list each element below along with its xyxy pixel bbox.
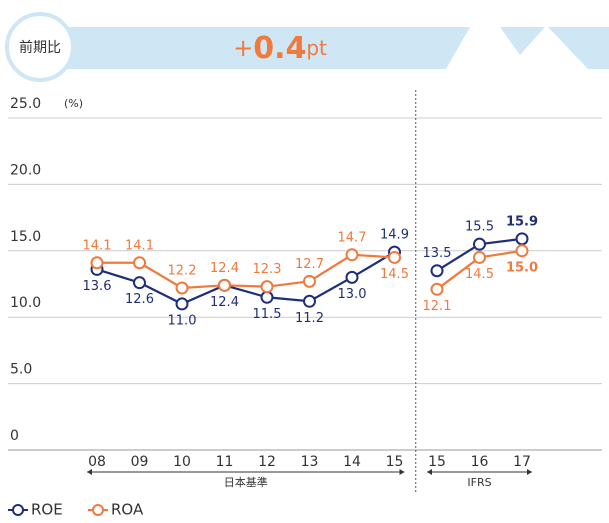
- data-label: 13.0: [338, 287, 367, 302]
- header: 前期比 +0.4pt: [5, 12, 609, 82]
- x-tick-label: 13: [301, 454, 319, 470]
- marker: [175, 297, 189, 311]
- data-label: 11.5: [253, 307, 282, 322]
- marker: [260, 280, 274, 294]
- legend-label: ROA: [111, 501, 144, 519]
- data-label: 12.1: [423, 299, 452, 314]
- banner: [40, 27, 485, 69]
- data-label: 15.5: [465, 220, 494, 235]
- data-label: 14.1: [125, 238, 154, 253]
- data-label: 12.6: [125, 292, 154, 307]
- x-tick-label: 17: [513, 454, 531, 470]
- group-label: 日本基準: [224, 475, 268, 489]
- arrow: [527, 469, 532, 475]
- y-tick-label: 5.0: [10, 362, 32, 378]
- x-tick-label: 16: [471, 454, 489, 470]
- marker: [90, 256, 104, 270]
- data-label: 14.9: [380, 228, 409, 243]
- marker: [133, 276, 146, 290]
- x-tick-label: 15: [428, 454, 446, 470]
- data-label: 13.6: [83, 279, 112, 294]
- marker: [175, 281, 189, 295]
- marker: [515, 232, 529, 246]
- value: 0.4: [253, 31, 306, 66]
- line: [96, 251, 396, 306]
- data-label: 15.0: [506, 260, 538, 275]
- marker: [303, 294, 316, 308]
- x-tick-label: 09: [131, 454, 149, 470]
- legend-label: ROE: [31, 501, 63, 519]
- x-tick-label: 10: [173, 454, 191, 470]
- marker: [345, 248, 359, 262]
- marker: [473, 237, 486, 251]
- badge-text: 前期比: [19, 39, 61, 56]
- marker: [473, 250, 486, 264]
- badge-circle: [5, 12, 75, 82]
- marker: [303, 274, 316, 288]
- marker: [388, 250, 401, 264]
- data-label: 14.1: [83, 238, 112, 253]
- marker: [260, 290, 274, 304]
- legend-marker: [12, 504, 24, 516]
- y-tick-label: 25.0: [10, 96, 41, 112]
- marker: [218, 278, 231, 292]
- chevron: [548, 27, 609, 69]
- data-label: 12.2: [168, 263, 197, 278]
- header-value: +0.4pt: [233, 31, 327, 66]
- marker: [515, 244, 529, 258]
- marker: [430, 264, 444, 278]
- marker: [430, 282, 444, 296]
- data-label: 11.2: [295, 311, 324, 326]
- data-label: 14.5: [465, 267, 494, 282]
- y-tick-label: 0: [10, 428, 19, 444]
- data-label: 13.5: [423, 246, 452, 261]
- x-tick-label: 08: [88, 454, 106, 470]
- unit: pt: [306, 36, 327, 60]
- chevron: [500, 27, 545, 55]
- data-label: 14.7: [338, 230, 367, 245]
- data-label: 12.7: [295, 257, 324, 272]
- y-unit: (%): [64, 97, 83, 110]
- data-label: 15.9: [506, 214, 538, 229]
- y-tick-label: 15.0: [10, 229, 41, 245]
- data-label: 12.4: [210, 261, 239, 276]
- line: [97, 253, 395, 290]
- legend-marker: [92, 504, 104, 516]
- group-label: IFRS: [467, 476, 491, 489]
- arrow: [399, 469, 405, 475]
- sign: +: [233, 34, 253, 62]
- arrow: [427, 469, 432, 475]
- arrow: [87, 469, 92, 475]
- x-tick-label: 12: [258, 454, 276, 470]
- y-tick-label: 10.0: [10, 295, 41, 311]
- x-tick-label: 11: [216, 454, 234, 470]
- x-tick-label: 14: [343, 454, 361, 470]
- marker: [345, 270, 359, 284]
- x-tick-label: 15: [386, 454, 404, 470]
- y-tick-label: 20.0: [10, 162, 41, 178]
- data-label: 12.4: [210, 295, 239, 310]
- marker: [133, 256, 146, 270]
- data-label: 12.3: [253, 262, 282, 277]
- data-label: 11.0: [168, 313, 197, 328]
- data-label: 14.5: [380, 267, 409, 282]
